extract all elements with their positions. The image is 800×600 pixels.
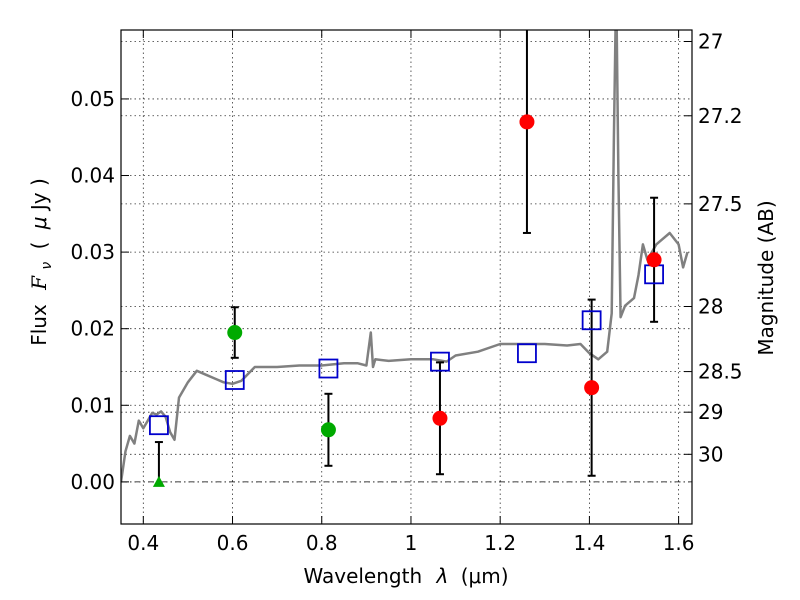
x-tick-label: 1 <box>405 531 418 555</box>
x-tick-label: 0.8 <box>306 531 338 555</box>
data-point <box>432 410 448 426</box>
y2-tick-label: 29 <box>698 400 723 424</box>
y-tick-label: 0.03 <box>70 240 115 264</box>
x-axis-label-symbol: λ <box>436 564 449 588</box>
y2-tick-label: 30 <box>698 442 723 466</box>
data-point <box>320 422 336 438</box>
y-axis-label-open: ( <box>27 242 51 250</box>
upper-limit-triangle <box>152 475 165 487</box>
y-tick-label: 0.04 <box>70 164 115 188</box>
x-axis-label: Wavelength λ (μm) <box>303 564 508 588</box>
x-tick-label: 1.6 <box>663 531 695 555</box>
y-axis-label-mu: μ <box>27 216 51 230</box>
y-tick-label: 0.02 <box>70 317 115 341</box>
grid-layer <box>121 30 692 524</box>
ticks-layer <box>121 30 692 524</box>
model-point-square <box>318 358 339 379</box>
model-point-square <box>224 370 245 390</box>
y2-axis-label: Magnitude (AB) <box>754 200 778 355</box>
x-axis-label-unit: (μm) <box>461 564 509 588</box>
data-point <box>646 252 662 268</box>
y-axis-label-unit: Jy ) <box>27 178 51 212</box>
x-tick-label: 0.4 <box>127 531 159 555</box>
y2-tick-label: 27.2 <box>698 104 743 128</box>
y-tick-label: 0.01 <box>70 393 115 417</box>
y-axis-label-sub: ν <box>39 262 55 270</box>
x-tick-label: 0.6 <box>217 531 249 555</box>
y-axis-label-prefix: Flux <box>27 304 51 346</box>
y2-tick-label: 27.5 <box>698 192 743 216</box>
plot-frame <box>120 29 693 525</box>
model-point-square <box>149 415 169 436</box>
model-layer <box>121 30 689 483</box>
y2-tick-label: 27 <box>698 29 723 53</box>
data-point <box>519 114 535 130</box>
y2-tick-label: 28 <box>698 294 723 318</box>
y-tick-label: 0.05 <box>70 87 115 111</box>
y-tick-label: 0.00 <box>70 470 115 494</box>
x-tick-label: 1.2 <box>484 531 516 555</box>
model-point-square <box>581 310 602 331</box>
y-axis-label-symbol: F <box>27 275 51 291</box>
x-axis-label-prefix: Wavelength <box>303 564 422 588</box>
tick-labels-layer: 0.4 0.6 0.8 1 1.2 1.4 1.6 0.00 0.01 0.02 0.03 0.04 0… <box>70 29 742 555</box>
model-point-square <box>430 351 450 372</box>
data-point <box>584 380 600 396</box>
model-point-square <box>517 343 537 364</box>
model-spectrum-line <box>121 30 689 483</box>
points-layer <box>149 30 664 487</box>
x-tick-label: 1.4 <box>573 531 605 555</box>
y2-tick-label: 28.5 <box>698 360 743 384</box>
y-axis-label: Flux F ν ( μ Jy ) <box>27 178 56 346</box>
data-point <box>227 325 243 341</box>
